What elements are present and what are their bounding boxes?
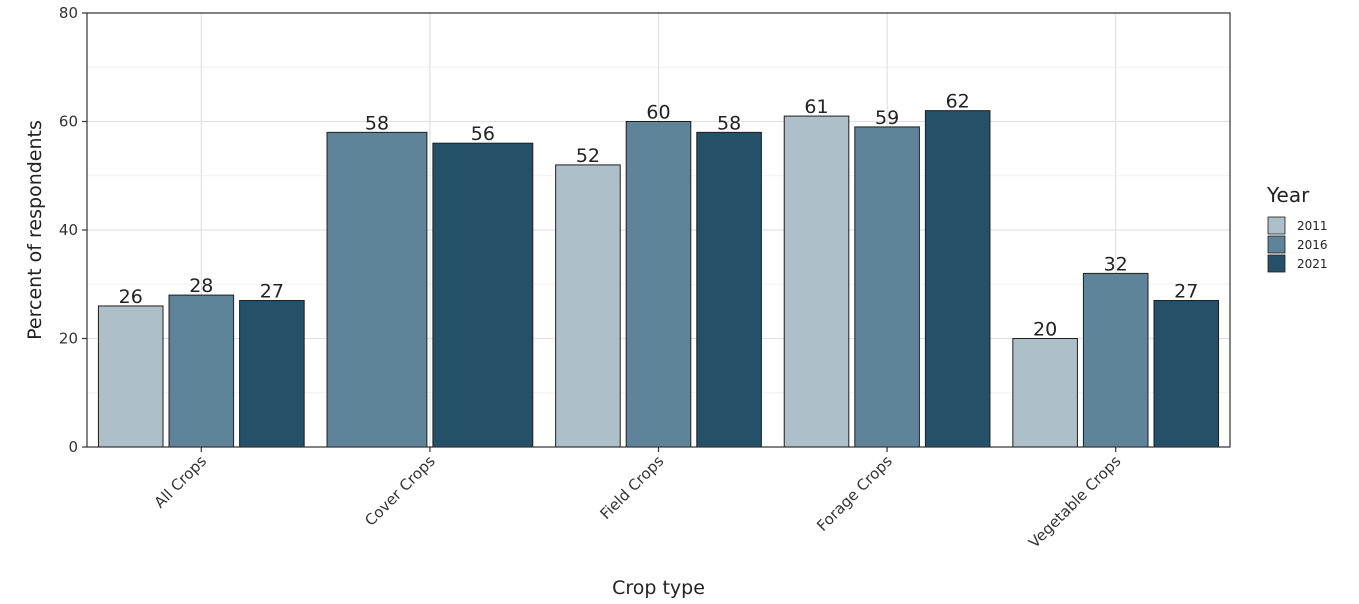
data-label: 58	[365, 112, 389, 134]
data-label: 62	[946, 91, 970, 113]
bar-2016	[1082, 272, 1149, 448]
x-tick-label: Forage Crops	[813, 452, 896, 535]
y-tick-label: 80	[59, 4, 78, 22]
y-tick-label: 40	[59, 221, 78, 239]
data-label: 27	[260, 281, 284, 303]
bar-2021	[696, 131, 762, 448]
legend-label-2016: 2016	[1297, 238, 1328, 252]
y-tick-label: 60	[59, 113, 78, 131]
y-axis-title: Percent of respondents	[24, 120, 46, 340]
bar-2011	[555, 164, 621, 448]
legend-title: Year	[1266, 183, 1310, 207]
x-tick-label: All Crops	[151, 452, 211, 512]
data-label: 28	[189, 275, 213, 297]
y-tick-label: 20	[59, 330, 78, 348]
data-label: 58	[717, 112, 741, 134]
bar-2011	[783, 115, 850, 448]
legend-swatch-2016	[1267, 235, 1286, 254]
bar-2016	[326, 131, 428, 448]
legend-label-2021: 2021	[1297, 257, 1328, 271]
data-label: 32	[1104, 253, 1128, 275]
bar-2021	[432, 142, 534, 448]
legend: Year 2011 2016 2021	[1266, 183, 1328, 273]
legend-swatch-2021	[1267, 254, 1286, 273]
y-axis: 0 20 40 60 80	[59, 4, 87, 456]
bar-2011	[1012, 338, 1078, 448]
data-label: 60	[646, 102, 670, 124]
data-label: 61	[804, 96, 828, 118]
data-label: 20	[1033, 319, 1057, 341]
data-label: 56	[471, 123, 495, 145]
data-label: 26	[119, 286, 143, 308]
data-label: 27	[1174, 281, 1198, 303]
bars	[97, 110, 1220, 448]
bar-2021	[924, 110, 991, 448]
x-axis: All Crops Cover Crops Field Crops Forage Cr…	[151, 447, 1125, 552]
x-tick-label: Cover Crops	[361, 452, 439, 530]
bar-2021	[239, 300, 305, 448]
bar-2016	[168, 294, 235, 448]
y-tick-label: 0	[68, 438, 78, 456]
x-tick-label: Field Crops	[596, 452, 667, 523]
bar-2016	[625, 121, 692, 448]
x-axis-title: Crop type	[612, 577, 705, 599]
data-label: 52	[576, 145, 600, 167]
bar-2021	[1153, 300, 1220, 448]
x-tick-label: Vegetable Crops	[1025, 452, 1125, 552]
bar-2011	[97, 305, 164, 448]
bar-2016	[854, 126, 920, 448]
legend-swatch-2011	[1267, 216, 1286, 235]
value-labels: 26 28 27 58 56 52 60 58 61 59 62 20 32 27	[119, 91, 1199, 341]
legend-label-2011: 2011	[1297, 219, 1328, 233]
data-label: 59	[875, 107, 899, 129]
